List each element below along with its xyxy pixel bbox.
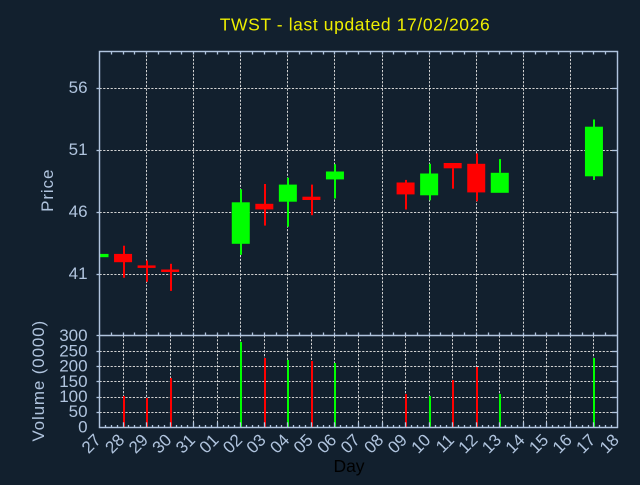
svg-text:150: 150 [59, 372, 87, 391]
svg-text:Day: Day [333, 456, 364, 476]
svg-text:41: 41 [69, 264, 88, 283]
svg-text:51: 51 [69, 140, 88, 159]
svg-text:0: 0 [78, 417, 87, 436]
svg-text:Price: Price [38, 169, 57, 212]
svg-text:100: 100 [59, 387, 87, 406]
svg-text:300: 300 [59, 326, 87, 345]
svg-text:200: 200 [59, 357, 87, 376]
svg-text:TWST - last updated 17/02/2026: TWST - last updated 17/02/2026 [220, 15, 491, 35]
svg-text:Volume (0000): Volume (0000) [29, 320, 48, 442]
svg-text:50: 50 [69, 402, 88, 421]
svg-text:56: 56 [69, 78, 88, 97]
svg-text:46: 46 [69, 202, 88, 221]
svg-text:250: 250 [59, 341, 87, 360]
